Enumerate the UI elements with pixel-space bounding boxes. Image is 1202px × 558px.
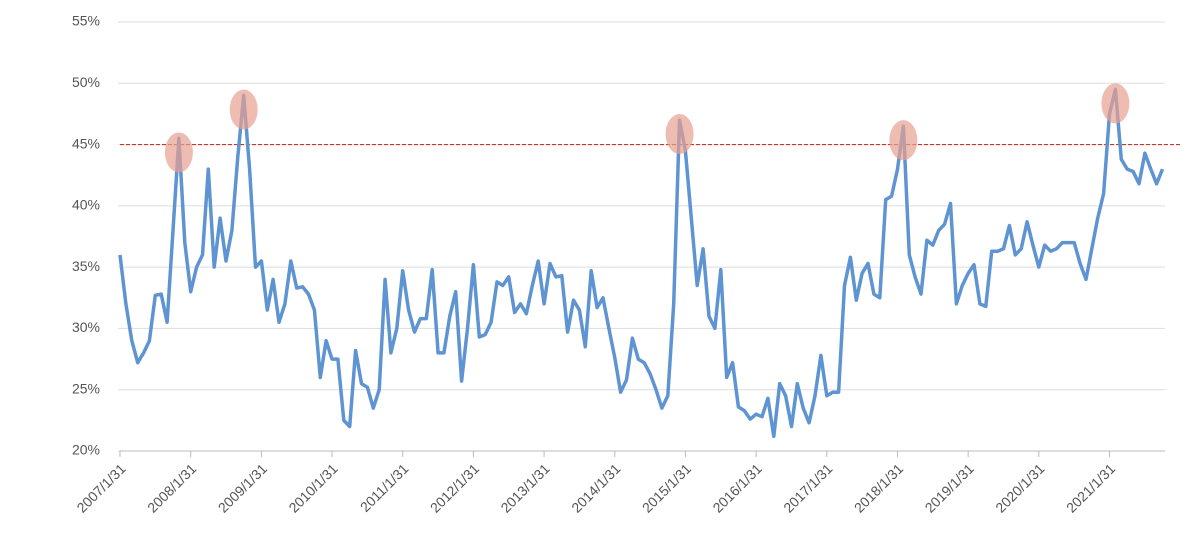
y-tick-label: 25% xyxy=(72,380,100,396)
x-tick-label: 2016/1/31 xyxy=(709,460,765,516)
x-tick-label: 2007/1/31 xyxy=(73,460,129,516)
x-tick-label: 2019/1/31 xyxy=(922,460,978,516)
x-tick-label: 2009/1/31 xyxy=(215,460,271,516)
highlight-circle xyxy=(889,120,918,161)
y-tick-label: 35% xyxy=(72,258,100,274)
highlight-circle xyxy=(229,89,258,130)
x-tick-label: 2017/1/31 xyxy=(780,460,836,516)
x-tick-label: 2015/1/31 xyxy=(639,460,695,516)
x-tick-label: 2011/1/31 xyxy=(357,460,412,515)
y-tick-label: 30% xyxy=(72,319,100,335)
x-tick-label: 2014/1/31 xyxy=(568,460,624,516)
highlight-circle xyxy=(1101,83,1130,124)
highlight-circle xyxy=(665,114,694,155)
y-tick-label: 20% xyxy=(72,442,100,458)
x-tick-label: 2018/1/31 xyxy=(851,460,907,516)
highlight-circle xyxy=(164,132,193,173)
y-tick-label: 40% xyxy=(72,197,100,213)
x-tick-label: 2010/1/31 xyxy=(285,460,341,516)
line-series xyxy=(118,87,1165,439)
x-tick-label: 2008/1/31 xyxy=(144,460,200,516)
x-tick-label: 2013/1/31 xyxy=(497,460,553,516)
y-tick-label: 45% xyxy=(72,135,100,151)
x-tick-label: 2012/1/31 xyxy=(427,460,483,516)
x-tick-label: 2021/1/31 xyxy=(1063,460,1119,516)
y-tick-label: 50% xyxy=(72,74,100,90)
y-tick-label: 55% xyxy=(72,13,100,29)
x-tick-label: 2020/1/31 xyxy=(992,460,1048,516)
